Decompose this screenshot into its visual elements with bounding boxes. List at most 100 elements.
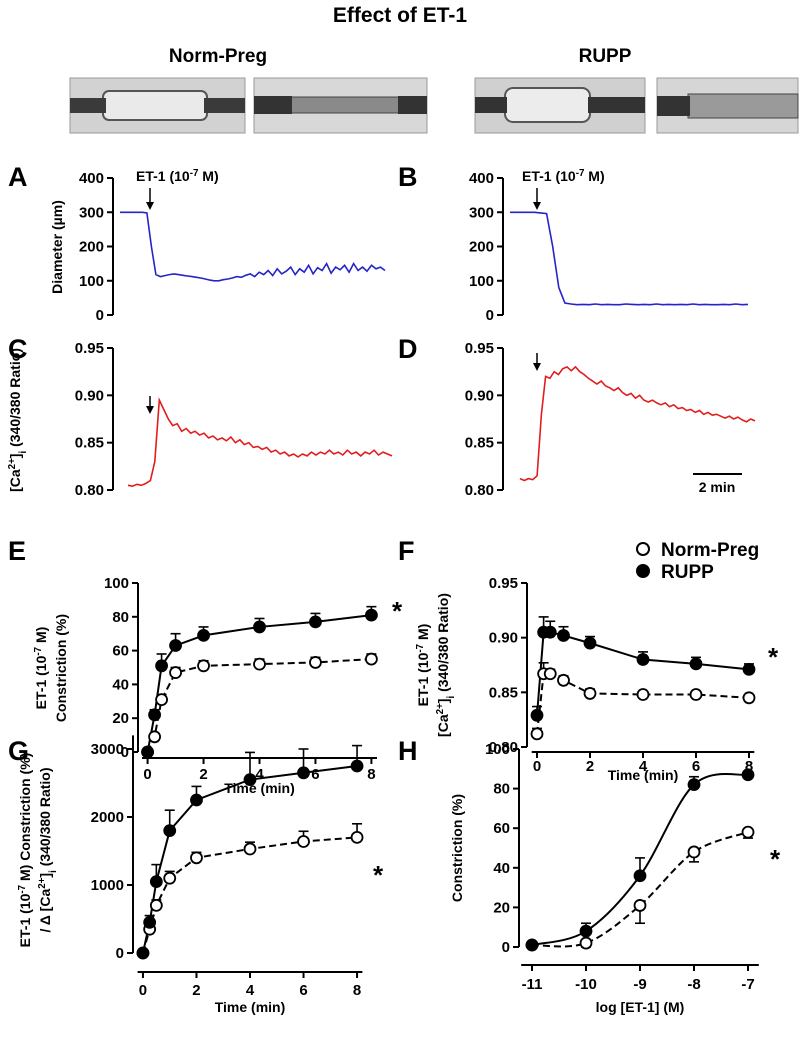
panel-label: F	[398, 536, 415, 566]
y-axis-label-part: M) Constriction (%)	[17, 753, 33, 885]
marker	[148, 730, 161, 744]
marker	[197, 628, 210, 642]
marker	[297, 835, 310, 848]
marker	[742, 691, 756, 705]
marker	[309, 656, 322, 669]
x-tick-label: 8	[745, 758, 753, 775]
y-axis-label-part: Constriction (%)	[53, 614, 69, 722]
y-tick-label: 60	[112, 643, 129, 660]
annotation-part: ET-1 (10	[136, 168, 190, 184]
y-tick-label: 100	[104, 575, 129, 592]
y-tick-label: 400	[79, 170, 104, 187]
x-tick-label: -9	[633, 976, 646, 993]
y-axis-label-part: 2+	[7, 458, 18, 469]
y-tick-label: 80	[493, 781, 510, 798]
panel-label: G	[8, 736, 29, 766]
marker	[141, 745, 154, 759]
marker	[530, 708, 544, 722]
x-axis-label: Time (min)	[215, 999, 286, 1015]
marker	[243, 842, 257, 856]
y-axis-label-part: ET-1 (10	[17, 893, 33, 947]
marker	[689, 688, 703, 701]
y-axis-label-part: 2+	[37, 877, 48, 888]
marker	[253, 620, 266, 634]
y-axis-label-part: ET-1 (10	[415, 652, 431, 706]
marker	[530, 727, 544, 741]
y-axis-label-part: ]	[7, 454, 23, 459]
panel-label: H	[398, 736, 418, 766]
y-axis-label: [Ca2+]i (340/380 Ratio)	[435, 593, 457, 737]
significance: *	[373, 860, 384, 890]
marker	[169, 666, 182, 679]
y-tick-label: 3000	[91, 741, 124, 758]
x-tick-label: 2	[586, 758, 594, 775]
x-tick-label: -8	[687, 976, 700, 993]
y-tick-label: 300	[469, 204, 494, 221]
marker	[741, 768, 755, 782]
marker	[742, 662, 756, 676]
x-tick-label: 8	[353, 982, 361, 999]
micrograph	[474, 77, 646, 134]
marker	[543, 625, 557, 639]
y-axis-label-part: ]	[435, 699, 451, 704]
annotation: ET-1 (10-7 M)	[522, 168, 605, 185]
y-tick-label: 0	[116, 945, 124, 962]
y-tick-label: 100	[485, 741, 510, 758]
x-tick-label: 4	[639, 758, 648, 775]
marker	[557, 673, 570, 687]
y-axis-label-part: M)	[415, 624, 431, 644]
y-tick-label: 0.85	[465, 435, 494, 452]
annotation-part: ET-1 (10	[522, 168, 576, 184]
y-axis-label: Diameter (µm)	[49, 200, 65, 294]
marker	[253, 657, 266, 671]
y-axis-label: ET-1 (10-7 M)	[415, 624, 432, 707]
x-tick-label: 6	[299, 982, 307, 999]
y-tick-label: 200	[469, 239, 494, 256]
marker	[636, 688, 650, 701]
x-tick-label: 0	[139, 982, 147, 999]
series-line	[531, 831, 749, 948]
significance: *	[770, 844, 781, 874]
marker	[350, 831, 364, 844]
y-axis-label-part: ]	[37, 873, 53, 878]
series-line	[536, 631, 750, 716]
annotation-part: M)	[584, 168, 604, 184]
y-axis-label-part: -7	[33, 646, 44, 655]
legend-label: RUPP	[661, 562, 714, 583]
marker	[543, 667, 557, 681]
y-axis-label-part: (340/380 Ratio)	[37, 767, 53, 870]
marker	[633, 899, 647, 912]
x-tick-label: 0	[143, 766, 151, 783]
y-tick-label: 0.85	[489, 684, 518, 701]
marker	[583, 636, 597, 650]
marker	[583, 687, 597, 700]
marker	[190, 851, 203, 865]
y-tick-label: 60	[493, 820, 510, 837]
marker	[197, 659, 210, 673]
panel-label: A	[8, 162, 28, 192]
marker	[365, 652, 378, 666]
y-axis-label: [Ca2+]i (340/380 Ratio)	[7, 348, 29, 492]
series-line	[146, 614, 372, 753]
y-axis-label-part: (340/380 Ratio)	[7, 348, 23, 451]
y-tick-label: 300	[79, 204, 104, 221]
stimulus-arrow	[146, 188, 541, 414]
marker	[136, 946, 150, 960]
y-axis-label: Constriction (%)	[449, 794, 465, 902]
y-tick-label: 200	[79, 239, 104, 256]
marker	[557, 629, 570, 642]
marker	[163, 871, 177, 885]
y-tick-label: 2000	[91, 809, 124, 826]
marker	[579, 924, 593, 938]
x-tick-label: 2	[199, 766, 207, 783]
marker	[350, 759, 364, 773]
y-tick-label: 20	[493, 899, 510, 916]
y-axis-label-part: i	[48, 870, 59, 873]
y-axis-label-part: [Ca	[7, 469, 23, 492]
y-tick-label: 0.90	[465, 387, 494, 404]
y-tick-label: 20	[112, 710, 129, 727]
y-axis-label-part: Constriction (%)	[449, 794, 465, 902]
marker	[687, 845, 701, 859]
